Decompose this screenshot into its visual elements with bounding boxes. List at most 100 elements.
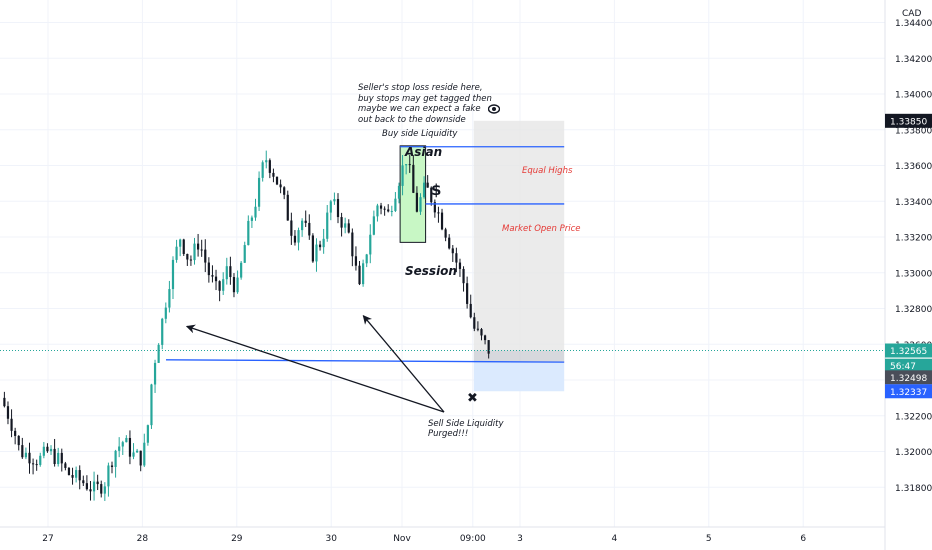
candle: [419, 193, 422, 215]
candle: [153, 359, 157, 393]
candle: [89, 481, 92, 501]
candle-body: [60, 452, 63, 464]
candle-body: [10, 418, 13, 431]
candles: [3, 150, 490, 501]
time-axis[interactable]: 27 28 29 30 Nov 09:00 3 4 5 6: [0, 526, 885, 544]
x-tick-label: 5: [706, 534, 712, 544]
candle-body: [293, 235, 297, 243]
candle: [405, 164, 408, 175]
candle-body: [118, 446, 121, 451]
candle: [379, 202, 383, 215]
candle: [182, 238, 185, 256]
annotation-arrows: [185, 314, 445, 413]
candle-body: [207, 262, 210, 276]
candle: [35, 459, 38, 471]
candle-body: [103, 486, 106, 494]
candle-body: [179, 239, 182, 247]
candle-body: [89, 489, 92, 492]
candle-body: [114, 450, 117, 467]
y-tick-label: 1.34200: [895, 55, 932, 65]
candle-body: [412, 164, 415, 193]
y-tick-label: 1.32800: [895, 305, 932, 315]
projection-zones: [399, 120, 565, 392]
candle: [211, 265, 214, 283]
candle-body: [387, 209, 390, 212]
candle: [171, 256, 175, 300]
candle: [347, 219, 350, 234]
candle-body: [222, 279, 225, 291]
candle: [243, 241, 246, 264]
x-tick-label: 28: [137, 534, 149, 544]
candle: [132, 443, 135, 460]
candle-body: [462, 268, 465, 284]
candle-body: [150, 384, 153, 426]
candle-body: [6, 406, 10, 419]
price-axis[interactable]: 1.346001.344001.342001.340001.338001.336…: [884, 0, 932, 550]
candle: [362, 259, 365, 287]
candle: [372, 210, 375, 236]
candle-body: [336, 199, 340, 218]
candle-body: [53, 448, 56, 465]
y-tick-label: 1.33000: [895, 269, 932, 279]
candle: [49, 445, 53, 455]
candle-body: [347, 223, 350, 233]
candle-body: [39, 455, 42, 465]
buy-stop-note: Seller's stop loss reside here, buy stop…: [358, 83, 492, 125]
candle-body: [200, 249, 203, 251]
candle-body: [365, 254, 368, 264]
candle: [14, 427, 17, 445]
candle: [301, 218, 304, 237]
candle: [365, 253, 368, 268]
session-label: Session: [405, 264, 457, 278]
candle-body: [408, 164, 411, 166]
price-tag-bg: [885, 358, 932, 373]
candle: [21, 437, 24, 459]
candle: [179, 238, 182, 257]
candle-body: [257, 177, 261, 207]
candle: [96, 474, 99, 491]
price-tag-label: 56:47: [890, 362, 916, 372]
y-tick-label: 1.32200: [895, 412, 932, 422]
candle-body: [437, 212, 440, 214]
candle-body: [419, 197, 422, 212]
price-tag: 1.33850: [885, 113, 932, 128]
candle: [340, 212, 343, 237]
candle: [42, 441, 45, 459]
projection-box: [473, 120, 565, 351]
candle-body: [444, 229, 447, 238]
candle: [455, 247, 458, 273]
candle-body: [401, 165, 404, 186]
candle-body: [139, 450, 142, 466]
eye-icon[interactable]: [487, 99, 501, 114]
sell-side-liquidity-label: Sell Side Liquidity Purged!!!: [428, 419, 504, 439]
candle-body: [354, 256, 358, 266]
candle: [240, 260, 243, 280]
candle: [326, 204, 329, 242]
candle-body: [340, 217, 343, 228]
candle-body: [214, 276, 218, 282]
candle: [75, 466, 78, 483]
candle-body: [458, 262, 462, 269]
candle: [390, 205, 393, 217]
candle-body: [110, 465, 114, 467]
market-open-price-label: Market Open Price: [502, 224, 581, 234]
candle: [437, 206, 440, 223]
candle-body: [24, 452, 28, 458]
candle-body: [92, 481, 96, 492]
candle-body: [379, 205, 383, 209]
candle: [200, 239, 203, 257]
candle: [315, 238, 318, 272]
candle: [6, 401, 10, 425]
candle-body: [311, 235, 314, 262]
candle: [161, 317, 164, 350]
candle-body: [14, 430, 17, 436]
candle-body: [168, 289, 171, 308]
candle: [28, 442, 31, 474]
candle-body: [46, 446, 49, 452]
candle: [297, 227, 300, 251]
y-tick-label: 1.34400: [895, 19, 932, 29]
y-tick-label: 1.33400: [895, 198, 932, 208]
candle: [53, 438, 56, 467]
candle-body: [272, 172, 275, 177]
